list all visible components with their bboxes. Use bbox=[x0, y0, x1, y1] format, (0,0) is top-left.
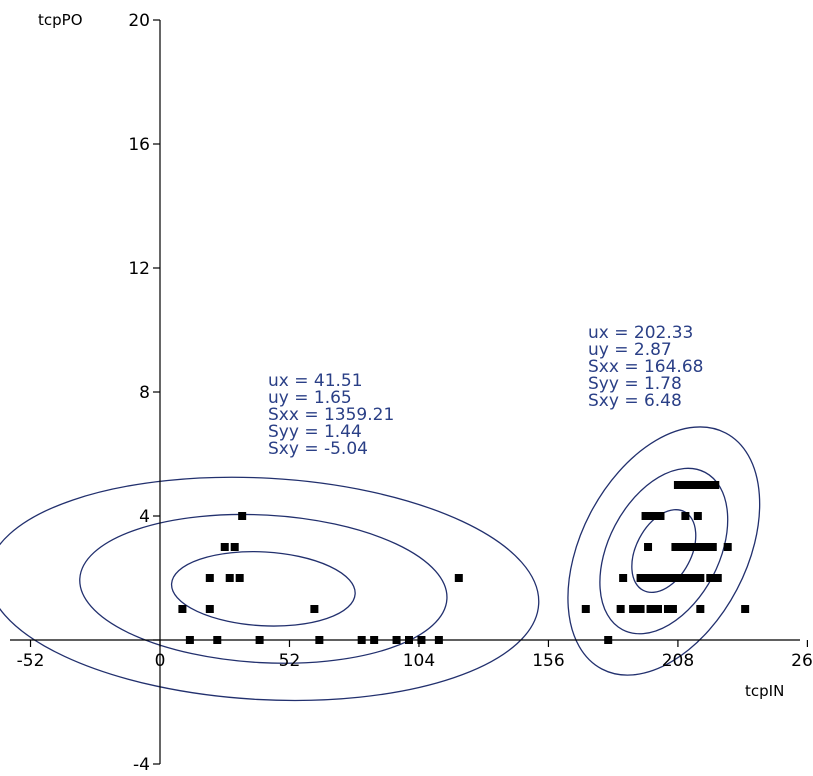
y-tick-label: 16 bbox=[128, 135, 150, 155]
y-tick-label: 20 bbox=[128, 11, 150, 31]
data-point bbox=[688, 481, 697, 489]
data-point bbox=[713, 574, 722, 582]
cluster-2-stat-line: Syy = 1.78 bbox=[588, 374, 682, 394]
data-point bbox=[706, 574, 715, 582]
data-point bbox=[644, 543, 653, 551]
data-point bbox=[711, 481, 720, 489]
cluster-2-ellipse-1sd bbox=[631, 509, 697, 594]
data-point bbox=[238, 512, 247, 520]
data-point bbox=[658, 574, 667, 582]
data-point bbox=[225, 574, 234, 582]
data-point bbox=[629, 605, 638, 613]
data-point bbox=[723, 543, 732, 551]
ticks: -52 0 52 104 156 208 260 -4 4 8 12 16 20 bbox=[17, 11, 813, 775]
data-point bbox=[434, 636, 443, 644]
cluster-1-stat-line: uy = 1.65 bbox=[268, 388, 352, 408]
data-point bbox=[619, 574, 628, 582]
data-point bbox=[654, 605, 662, 613]
data-point bbox=[681, 574, 690, 582]
data-point bbox=[646, 605, 655, 613]
data-point bbox=[255, 636, 264, 644]
data-point bbox=[678, 543, 687, 551]
data-point bbox=[673, 574, 682, 582]
data-point bbox=[696, 605, 705, 613]
cluster-2-ellipse-3sd bbox=[567, 426, 761, 676]
data-point bbox=[656, 512, 665, 520]
data-point bbox=[230, 543, 239, 551]
data-point bbox=[370, 636, 379, 644]
cluster-1-ellipse-1sd bbox=[170, 550, 356, 627]
data-point bbox=[668, 605, 677, 613]
cluster-2-ellipse-2sd bbox=[599, 467, 729, 635]
data-point bbox=[741, 605, 750, 613]
data-point bbox=[213, 636, 222, 644]
data-point bbox=[688, 574, 697, 582]
data-point bbox=[392, 636, 401, 644]
cluster-1-stat-line: Sxy = -5.04 bbox=[268, 439, 368, 459]
y-tick-label: -4 bbox=[133, 755, 150, 775]
x-tick-label: 52 bbox=[279, 651, 301, 671]
x-tick-label: -52 bbox=[17, 651, 45, 671]
data-point bbox=[235, 574, 244, 582]
cluster-1-stat-line: Syy = 1.44 bbox=[268, 422, 362, 442]
data-point bbox=[649, 512, 658, 520]
cluster-1-ellipse-3sd bbox=[0, 476, 540, 702]
data-point bbox=[686, 543, 695, 551]
data-point bbox=[703, 481, 712, 489]
data-point bbox=[666, 574, 675, 582]
data-point bbox=[417, 636, 426, 644]
cluster-2-stat-line: Sxx = 164.68 bbox=[588, 357, 703, 377]
data-point bbox=[604, 636, 613, 644]
data-point bbox=[708, 543, 717, 551]
data-point bbox=[641, 512, 650, 520]
data-point bbox=[205, 574, 214, 582]
data-point bbox=[681, 512, 690, 520]
data-point bbox=[636, 605, 645, 613]
y-tick-label: 8 bbox=[139, 383, 150, 403]
data-point bbox=[205, 605, 214, 613]
x-tick-label: 208 bbox=[662, 651, 694, 671]
cluster-2-stat-line: Sxy = 6.48 bbox=[588, 391, 682, 411]
data-point bbox=[696, 481, 705, 489]
y-tick-label: 4 bbox=[139, 507, 150, 527]
data-point bbox=[220, 543, 229, 551]
data-point bbox=[616, 605, 625, 613]
data-point bbox=[405, 636, 413, 644]
data-point bbox=[693, 543, 702, 551]
cluster-2-stat-line: ux = 202.33 bbox=[588, 323, 693, 343]
data-point bbox=[693, 512, 702, 520]
data-point bbox=[178, 605, 187, 613]
y-axis-title: tcpPO bbox=[38, 11, 83, 29]
data-point bbox=[454, 574, 463, 582]
data-point bbox=[185, 636, 194, 644]
y-tick-label: 12 bbox=[128, 259, 150, 279]
data-point bbox=[310, 605, 319, 613]
cluster-2-stat-line: uy = 2.87 bbox=[588, 340, 672, 360]
x-tick-label: 0 bbox=[155, 651, 166, 671]
data-point bbox=[357, 636, 366, 644]
x-tick-label: 260 bbox=[791, 651, 813, 671]
x-tick-label: 156 bbox=[532, 651, 564, 671]
data-point bbox=[671, 543, 680, 551]
data-point bbox=[315, 636, 324, 644]
data-point bbox=[701, 543, 710, 551]
data-point bbox=[673, 481, 682, 489]
x-axis-title: tcpIN bbox=[745, 682, 784, 700]
data-point bbox=[651, 574, 660, 582]
data-point bbox=[636, 574, 645, 582]
data-point bbox=[663, 605, 672, 613]
cluster-1-stat-line: Sxx = 1359.21 bbox=[268, 405, 394, 425]
data-point bbox=[681, 481, 690, 489]
data-points bbox=[178, 481, 750, 644]
data-point bbox=[696, 574, 705, 582]
cluster-1-stat-line: ux = 41.51 bbox=[268, 371, 363, 391]
x-tick-label: 104 bbox=[403, 651, 435, 671]
cluster-1-ellipse-2sd bbox=[79, 513, 448, 664]
data-point bbox=[644, 574, 653, 582]
data-point bbox=[581, 605, 590, 613]
